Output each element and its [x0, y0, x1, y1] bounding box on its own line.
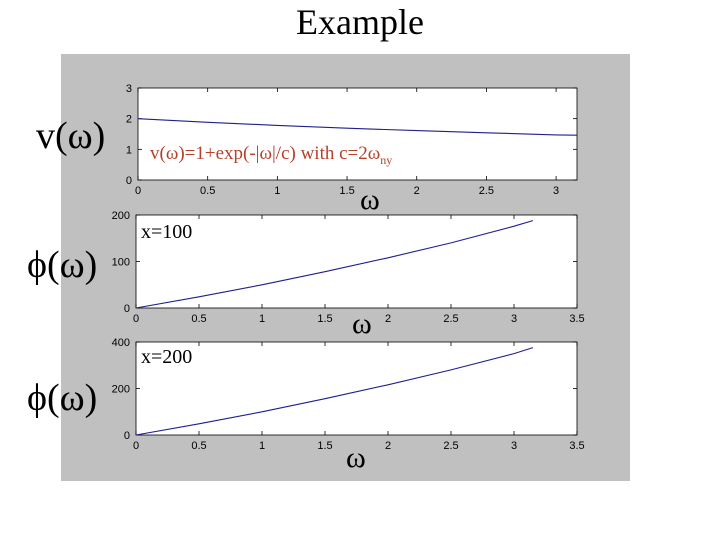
x-tick-label: 0	[133, 440, 139, 452]
axes-1	[137, 87, 578, 181]
annotation-x200: x=200	[141, 346, 193, 368]
x-tick-label: 2	[414, 185, 420, 197]
y-tick-label: 100	[112, 257, 130, 269]
y-tick-label: 3	[126, 83, 132, 95]
x-tick-label: 3.5	[569, 313, 584, 325]
series-line-3	[135, 347, 534, 436]
x-tick-label: 2	[385, 440, 391, 452]
x-tick-label: 3	[511, 313, 517, 325]
y-tick-label: 2	[126, 114, 132, 126]
x-tick-label: 3.5	[569, 440, 584, 452]
x-tick-label: 3	[511, 440, 517, 452]
axes-3	[135, 341, 578, 436]
omega-label-2: ω	[352, 307, 372, 340]
x-tick-label: 0.5	[191, 313, 206, 325]
x-tick-label: 0.5	[200, 185, 215, 197]
series-line-2	[135, 220, 534, 309]
x-tick-label: 2.5	[479, 185, 494, 197]
formula-annotation: v(ω)=1+exp(-|ω|/c) with c=2ωny	[150, 143, 392, 171]
y-tick-label: 1	[126, 144, 132, 156]
series-line-1	[137, 118, 578, 136]
axes-2	[135, 214, 578, 309]
x-tick-label: 2	[385, 313, 391, 325]
x-tick-label: 2.5	[443, 313, 458, 325]
formula-text: v(ω)=1+exp(-|ω|/c) with c=2ω	[150, 143, 381, 164]
slide-title: Example	[296, 2, 424, 42]
y-tick-label: 0	[124, 430, 130, 442]
x-tick-label: 3	[553, 185, 559, 197]
v-omega-label: v(ω)	[36, 115, 106, 157]
y-tick-label: 200	[112, 384, 130, 396]
x-tick-label: 1.5	[317, 440, 332, 452]
x-tick-label: 0	[135, 185, 141, 197]
x-tick-label: 1	[274, 185, 280, 197]
x-tick-label: 0.5	[191, 440, 206, 452]
omega-label-1: ω	[360, 183, 380, 216]
omega-label-3: ω	[346, 441, 366, 474]
y-tick-label: 400	[112, 337, 130, 349]
x-tick-label: 1	[259, 313, 265, 325]
phi-omega-label-2: ϕ(ω)	[27, 377, 98, 419]
x-tick-label: 0	[133, 313, 139, 325]
formula-subscript: ny	[380, 152, 393, 167]
y-tick-label: 200	[112, 210, 130, 222]
phi-omega-label-1: ϕ(ω)	[27, 244, 98, 286]
x-tick-label: 1.5	[317, 313, 332, 325]
x-tick-label: 2.5	[443, 440, 458, 452]
y-tick-label: 0	[124, 303, 130, 315]
x-tick-label: 1	[259, 440, 265, 452]
annotation-x100: x=100	[141, 221, 193, 243]
y-tick-label: 0	[126, 175, 132, 187]
x-tick-label: 1.5	[339, 185, 354, 197]
